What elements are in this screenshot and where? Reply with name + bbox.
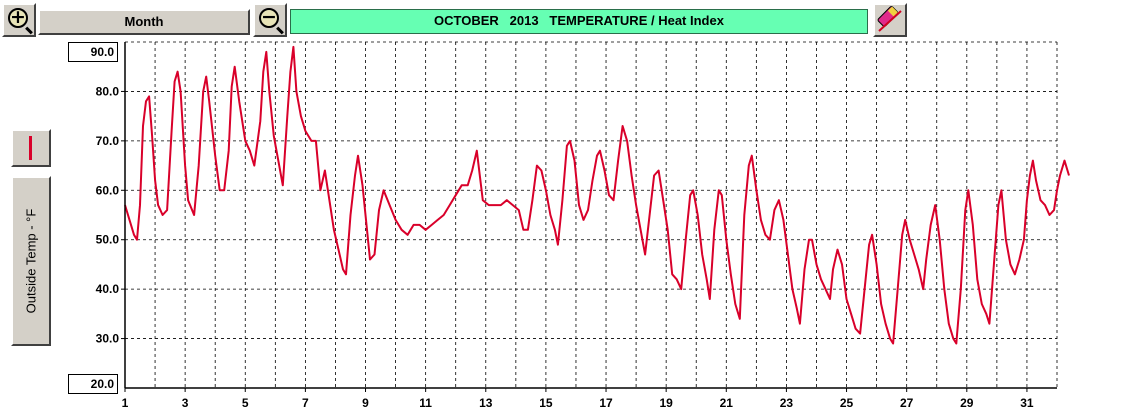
x-tick-label: 19 xyxy=(659,396,673,410)
eraser-icon xyxy=(877,6,902,32)
y-tick-label: 60.0 xyxy=(96,183,120,197)
series-line xyxy=(124,45,1070,345)
x-tick-label: 11 xyxy=(419,396,432,410)
y-tick-label: 50.0 xyxy=(96,233,120,247)
x-tick-label: 3 xyxy=(182,396,189,410)
x-tick-label: 29 xyxy=(960,396,974,410)
y-tick-label: 30.0 xyxy=(96,332,120,346)
y-tick-label: 40.0 xyxy=(96,282,120,296)
line-swatch-icon xyxy=(29,136,32,160)
zoom-out-icon: − xyxy=(259,6,279,28)
x-tick-label: 25 xyxy=(840,396,854,410)
x-tick-label: 23 xyxy=(780,396,794,410)
x-tick-label: 13 xyxy=(479,396,493,410)
x-tick-label: 15 xyxy=(539,396,553,410)
zoom-out-button[interactable]: − xyxy=(253,3,287,37)
zoom-in-button[interactable]: + xyxy=(2,3,36,37)
y-tick-label: 80.0 xyxy=(96,84,120,98)
x-tick-label: 31 xyxy=(1020,396,1034,410)
y-min-input[interactable]: 20.0 xyxy=(68,374,118,394)
chart-title: OCTOBER 2013 TEMPERATURE / Heat Index xyxy=(290,9,868,34)
eraser-button[interactable] xyxy=(873,3,907,37)
y-tick-label: 70.0 xyxy=(96,134,120,148)
x-tick-label: 9 xyxy=(362,396,369,410)
y-max-input[interactable]: 90.0 xyxy=(68,42,118,62)
x-tick-label: 27 xyxy=(900,396,914,410)
x-tick-label: 17 xyxy=(599,396,613,410)
y-axis-label-button[interactable]: Outside Temp - °F xyxy=(11,176,51,346)
period-button[interactable]: Month xyxy=(38,9,250,35)
x-tick-label: 1 xyxy=(122,396,129,410)
x-tick-label: 7 xyxy=(302,396,309,410)
series-style-button[interactable] xyxy=(11,129,51,167)
zoom-in-icon: + xyxy=(8,6,28,28)
x-tick-label: 5 xyxy=(242,396,249,410)
x-tick-label: 21 xyxy=(720,396,734,410)
